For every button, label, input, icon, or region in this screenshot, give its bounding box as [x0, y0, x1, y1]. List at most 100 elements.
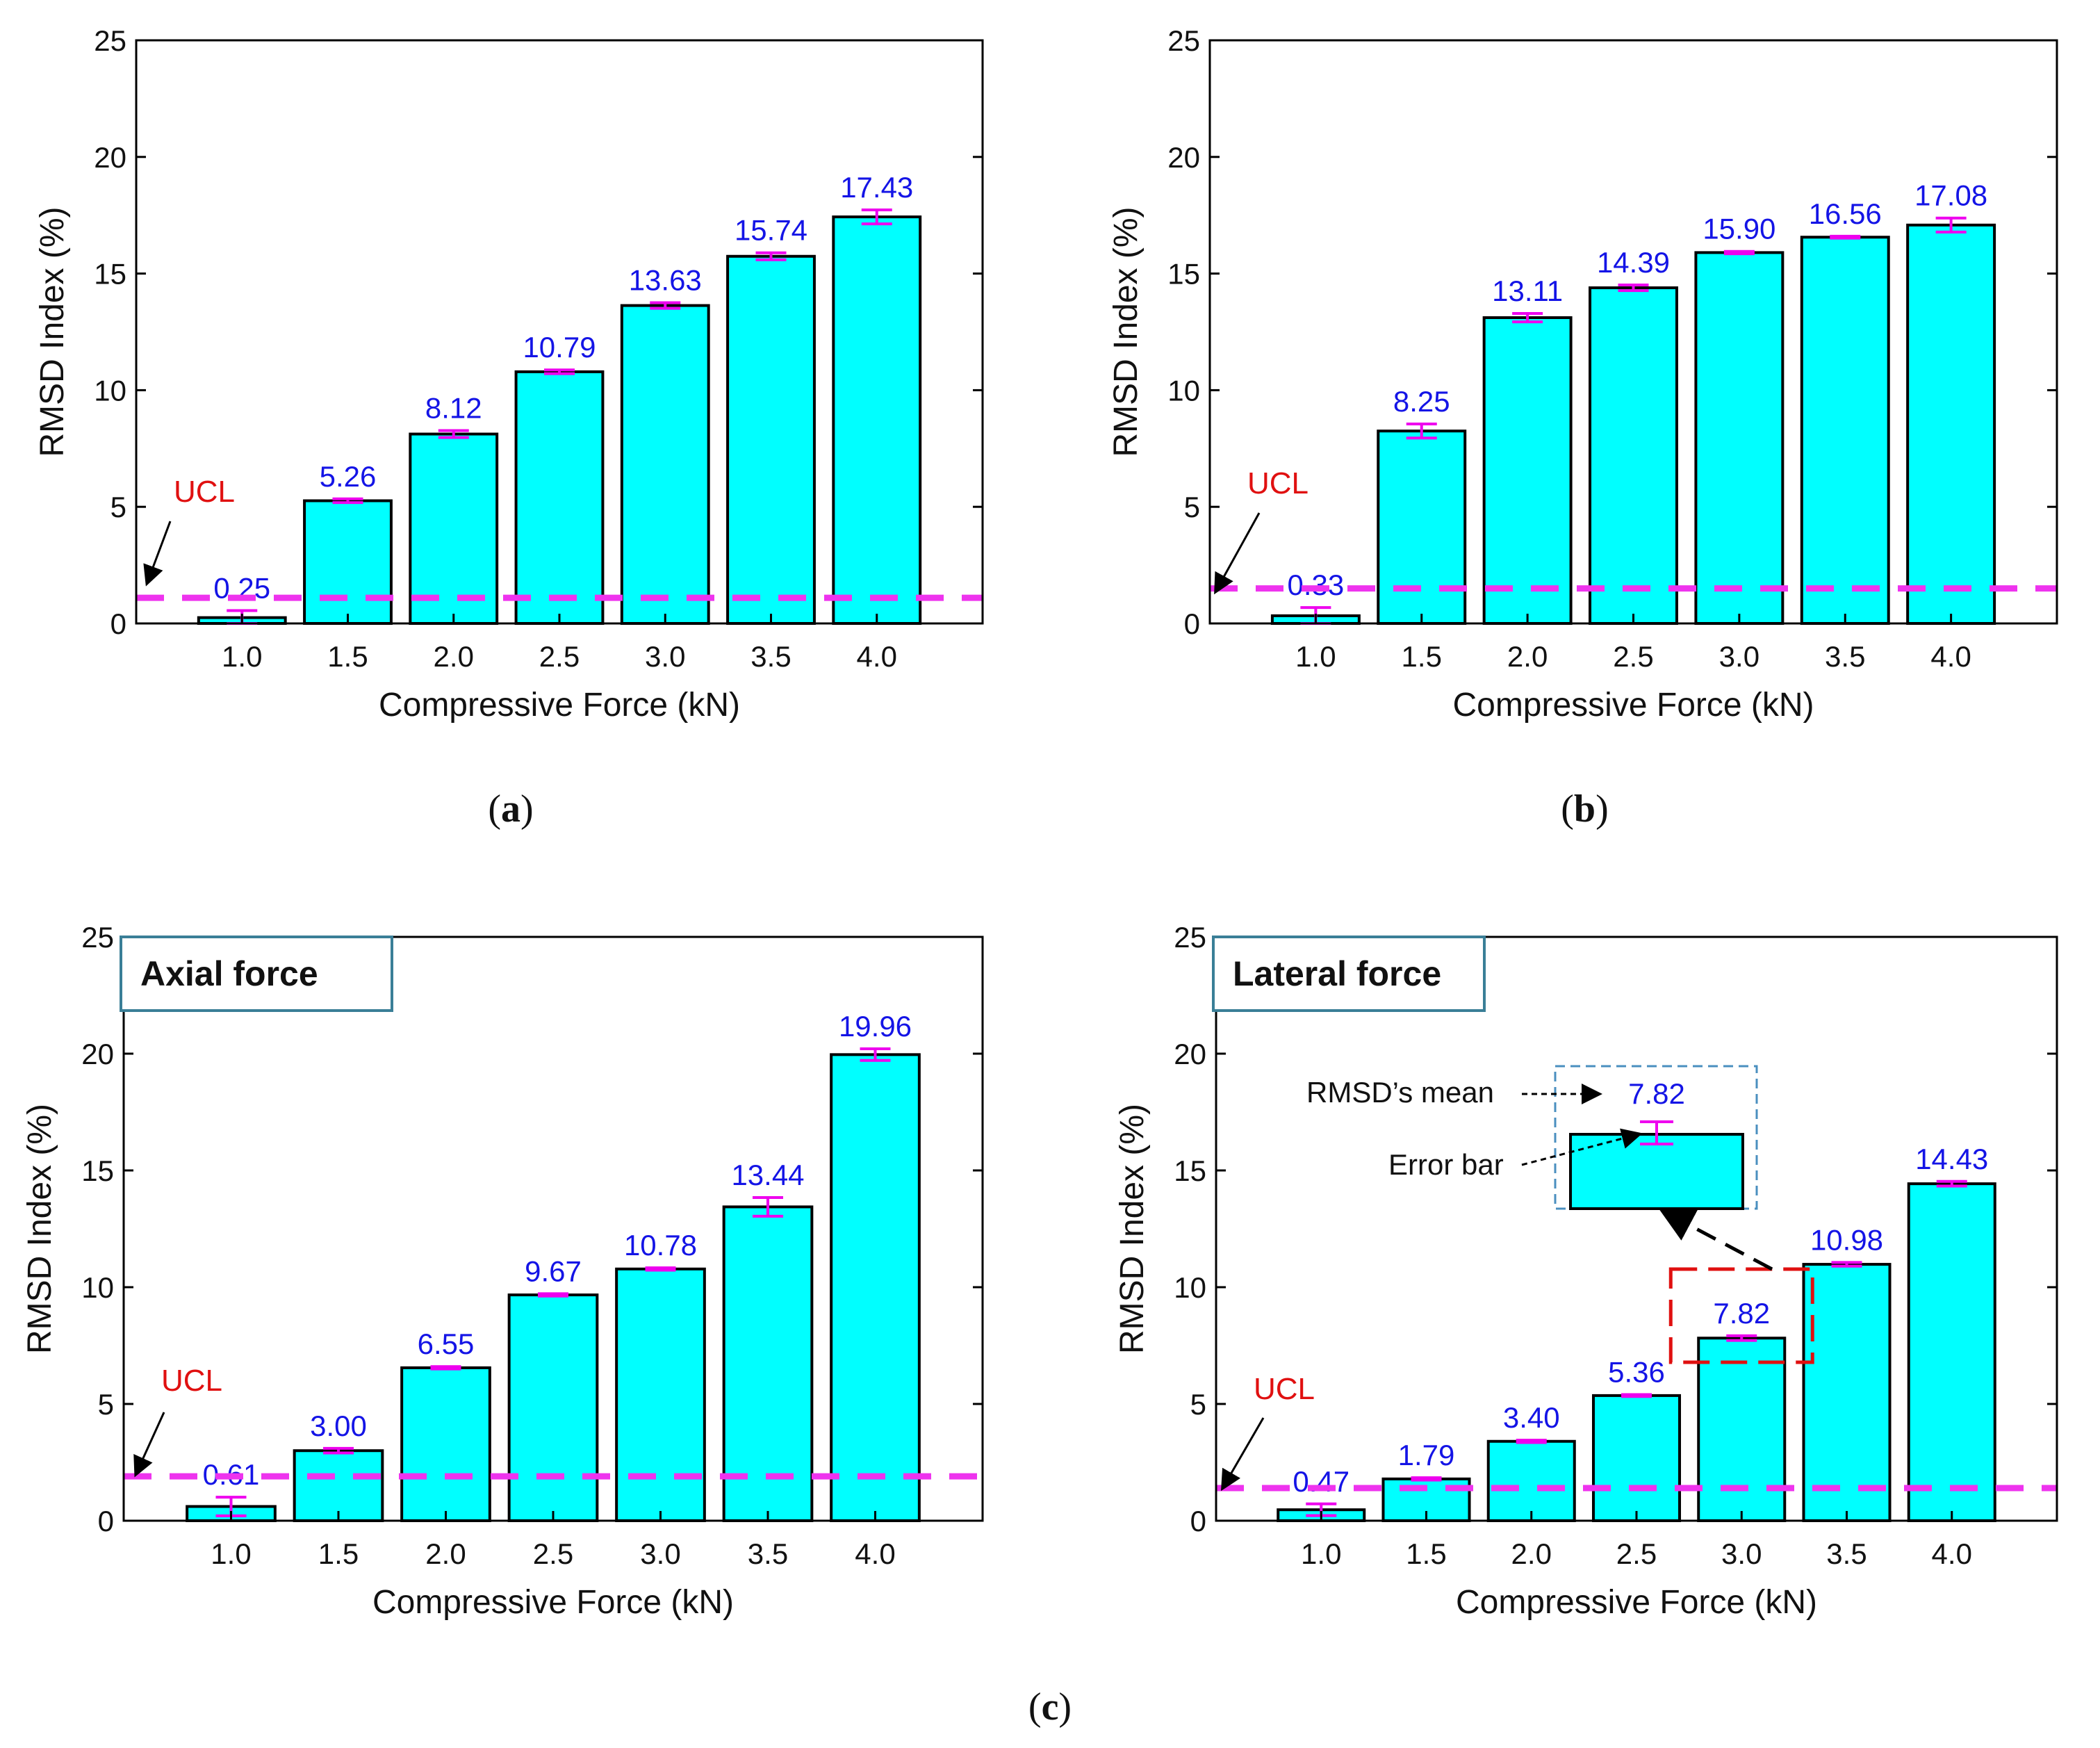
- bar: [1486, 1439, 1576, 1523]
- ucl-label: UCL: [1247, 466, 1309, 500]
- bar: [1694, 251, 1785, 625]
- data-label: 0.33: [1288, 569, 1345, 601]
- caption-close: ): [1595, 787, 1609, 831]
- caption-close: ): [1058, 1685, 1072, 1729]
- x-tick-label: 1.5: [327, 640, 368, 673]
- ucl-arrow: [1214, 512, 1261, 595]
- y-tick-label: 10: [1174, 1271, 1206, 1304]
- x-tick-label: 2.5: [1613, 640, 1653, 673]
- zoom-box: [1668, 1267, 1814, 1364]
- data-label: 15.74: [735, 214, 807, 247]
- force-label: Lateral force: [1233, 954, 1441, 993]
- data-label: 16.56: [1809, 197, 1882, 230]
- data-label: 9.67: [525, 1255, 582, 1287]
- bar: [620, 304, 710, 625]
- y-tick-label: 5: [110, 491, 126, 523]
- caption-open: (: [1561, 787, 1574, 831]
- data-label: 7.82: [1713, 1297, 1770, 1330]
- plot-frame: [1215, 936, 2058, 1522]
- y-tick-label: 10: [1167, 374, 1200, 407]
- x-tick-label: 2.0: [434, 640, 474, 673]
- data-label: 13.44: [731, 1159, 804, 1191]
- bar: [1697, 1337, 1787, 1523]
- plot-frame: [135, 39, 984, 625]
- y-tick-label: 15: [81, 1154, 114, 1187]
- ucl-arrow: [1220, 1417, 1265, 1492]
- data-label: 10.79: [523, 331, 596, 364]
- ucl-label: UCL: [174, 475, 235, 509]
- bar: [1377, 430, 1467, 625]
- chart-c-axial: 05101520250.611.03.001.56.552.09.672.510…: [22, 921, 984, 1621]
- bar: [832, 215, 922, 625]
- bar: [1482, 316, 1573, 625]
- data-label: 8.25: [1393, 385, 1450, 418]
- y-tick-label: 25: [1174, 921, 1206, 954]
- data-label: 0.47: [1293, 1465, 1350, 1498]
- x-tick-label: 4.0: [1930, 640, 1971, 673]
- x-axis-title: Compressive Force (kN): [372, 1584, 734, 1621]
- x-tick-label: 3.5: [750, 640, 791, 673]
- data-label: 14.43: [1915, 1143, 1988, 1175]
- y-tick-label: 25: [94, 24, 126, 57]
- plot-frame: [1208, 39, 2058, 625]
- ucl-label: UCL: [1254, 1372, 1315, 1406]
- x-tick-label: 3.0: [645, 640, 685, 673]
- bar: [615, 1267, 706, 1522]
- x-tick-label: 1.0: [222, 640, 262, 673]
- data-label: 19.96: [839, 1010, 912, 1043]
- y-tick-label: 5: [1190, 1388, 1206, 1421]
- bar: [303, 499, 393, 626]
- plot-frame: [122, 936, 984, 1522]
- y-tick-label: 15: [1174, 1154, 1206, 1187]
- data-label: 5.26: [320, 460, 377, 493]
- y-tick-label: 0: [1190, 1505, 1206, 1537]
- x-tick-label: 3.5: [1826, 1537, 1867, 1570]
- y-tick-label: 20: [81, 1038, 114, 1070]
- figure-caption-c: (c): [1028, 1685, 1072, 1729]
- x-axis-title: Compressive Force (kN): [1452, 687, 1814, 724]
- x-axis-title: Compressive Force (kN): [1456, 1584, 1817, 1621]
- bar: [293, 1449, 384, 1522]
- x-tick-label: 3.0: [640, 1537, 680, 1570]
- ucl-label: UCL: [161, 1364, 222, 1398]
- inset-error-label: Error bar: [1388, 1148, 1504, 1181]
- y-tick-label: 20: [1167, 141, 1200, 174]
- force-label-box: [120, 936, 393, 1012]
- bar: [726, 254, 816, 625]
- x-tick-label: 1.0: [1301, 1537, 1341, 1570]
- inset-bar: [1569, 1133, 1744, 1210]
- y-tick-label: 0: [110, 607, 126, 640]
- x-tick-label: 4.0: [857, 640, 897, 673]
- x-tick-label: 2.5: [533, 1537, 573, 1570]
- y-tick-label: 10: [81, 1271, 114, 1304]
- data-label: 17.08: [1914, 179, 1987, 212]
- bar: [514, 370, 605, 625]
- data-label: 6.55: [418, 1328, 475, 1360]
- x-tick-label: 2.0: [1507, 640, 1548, 673]
- ucl-arrow: [143, 521, 172, 587]
- caption-open: (: [1028, 1685, 1042, 1729]
- bar: [1800, 236, 1890, 625]
- x-tick-label: 1.0: [1295, 640, 1336, 673]
- force-label: Axial force: [140, 954, 318, 993]
- panel-caption: (a): [488, 787, 533, 831]
- bar: [1906, 223, 1996, 625]
- bar: [400, 1366, 491, 1523]
- y-tick-label: 25: [81, 921, 114, 954]
- data-label: 5.36: [1608, 1356, 1665, 1389]
- x-tick-label: 3.0: [1721, 1537, 1762, 1570]
- bar: [830, 1053, 921, 1522]
- chart-layer: 05101520250.251.05.261.58.122.010.792.51…: [22, 24, 2058, 1729]
- data-label: 13.11: [1492, 275, 1563, 307]
- bar: [1907, 1182, 1996, 1522]
- caption-letter: a: [501, 787, 520, 831]
- y-axis-title: RMSD Index (%): [1114, 1104, 1151, 1354]
- data-label: 13.63: [629, 264, 702, 297]
- data-label: 14.39: [1597, 246, 1670, 279]
- caption-letter: b: [1574, 787, 1595, 831]
- data-label: 3.40: [1503, 1401, 1560, 1434]
- y-tick-label: 20: [1174, 1038, 1206, 1070]
- y-axis-title: RMSD Index (%): [1108, 206, 1145, 457]
- x-tick-label: 4.0: [1932, 1537, 1972, 1570]
